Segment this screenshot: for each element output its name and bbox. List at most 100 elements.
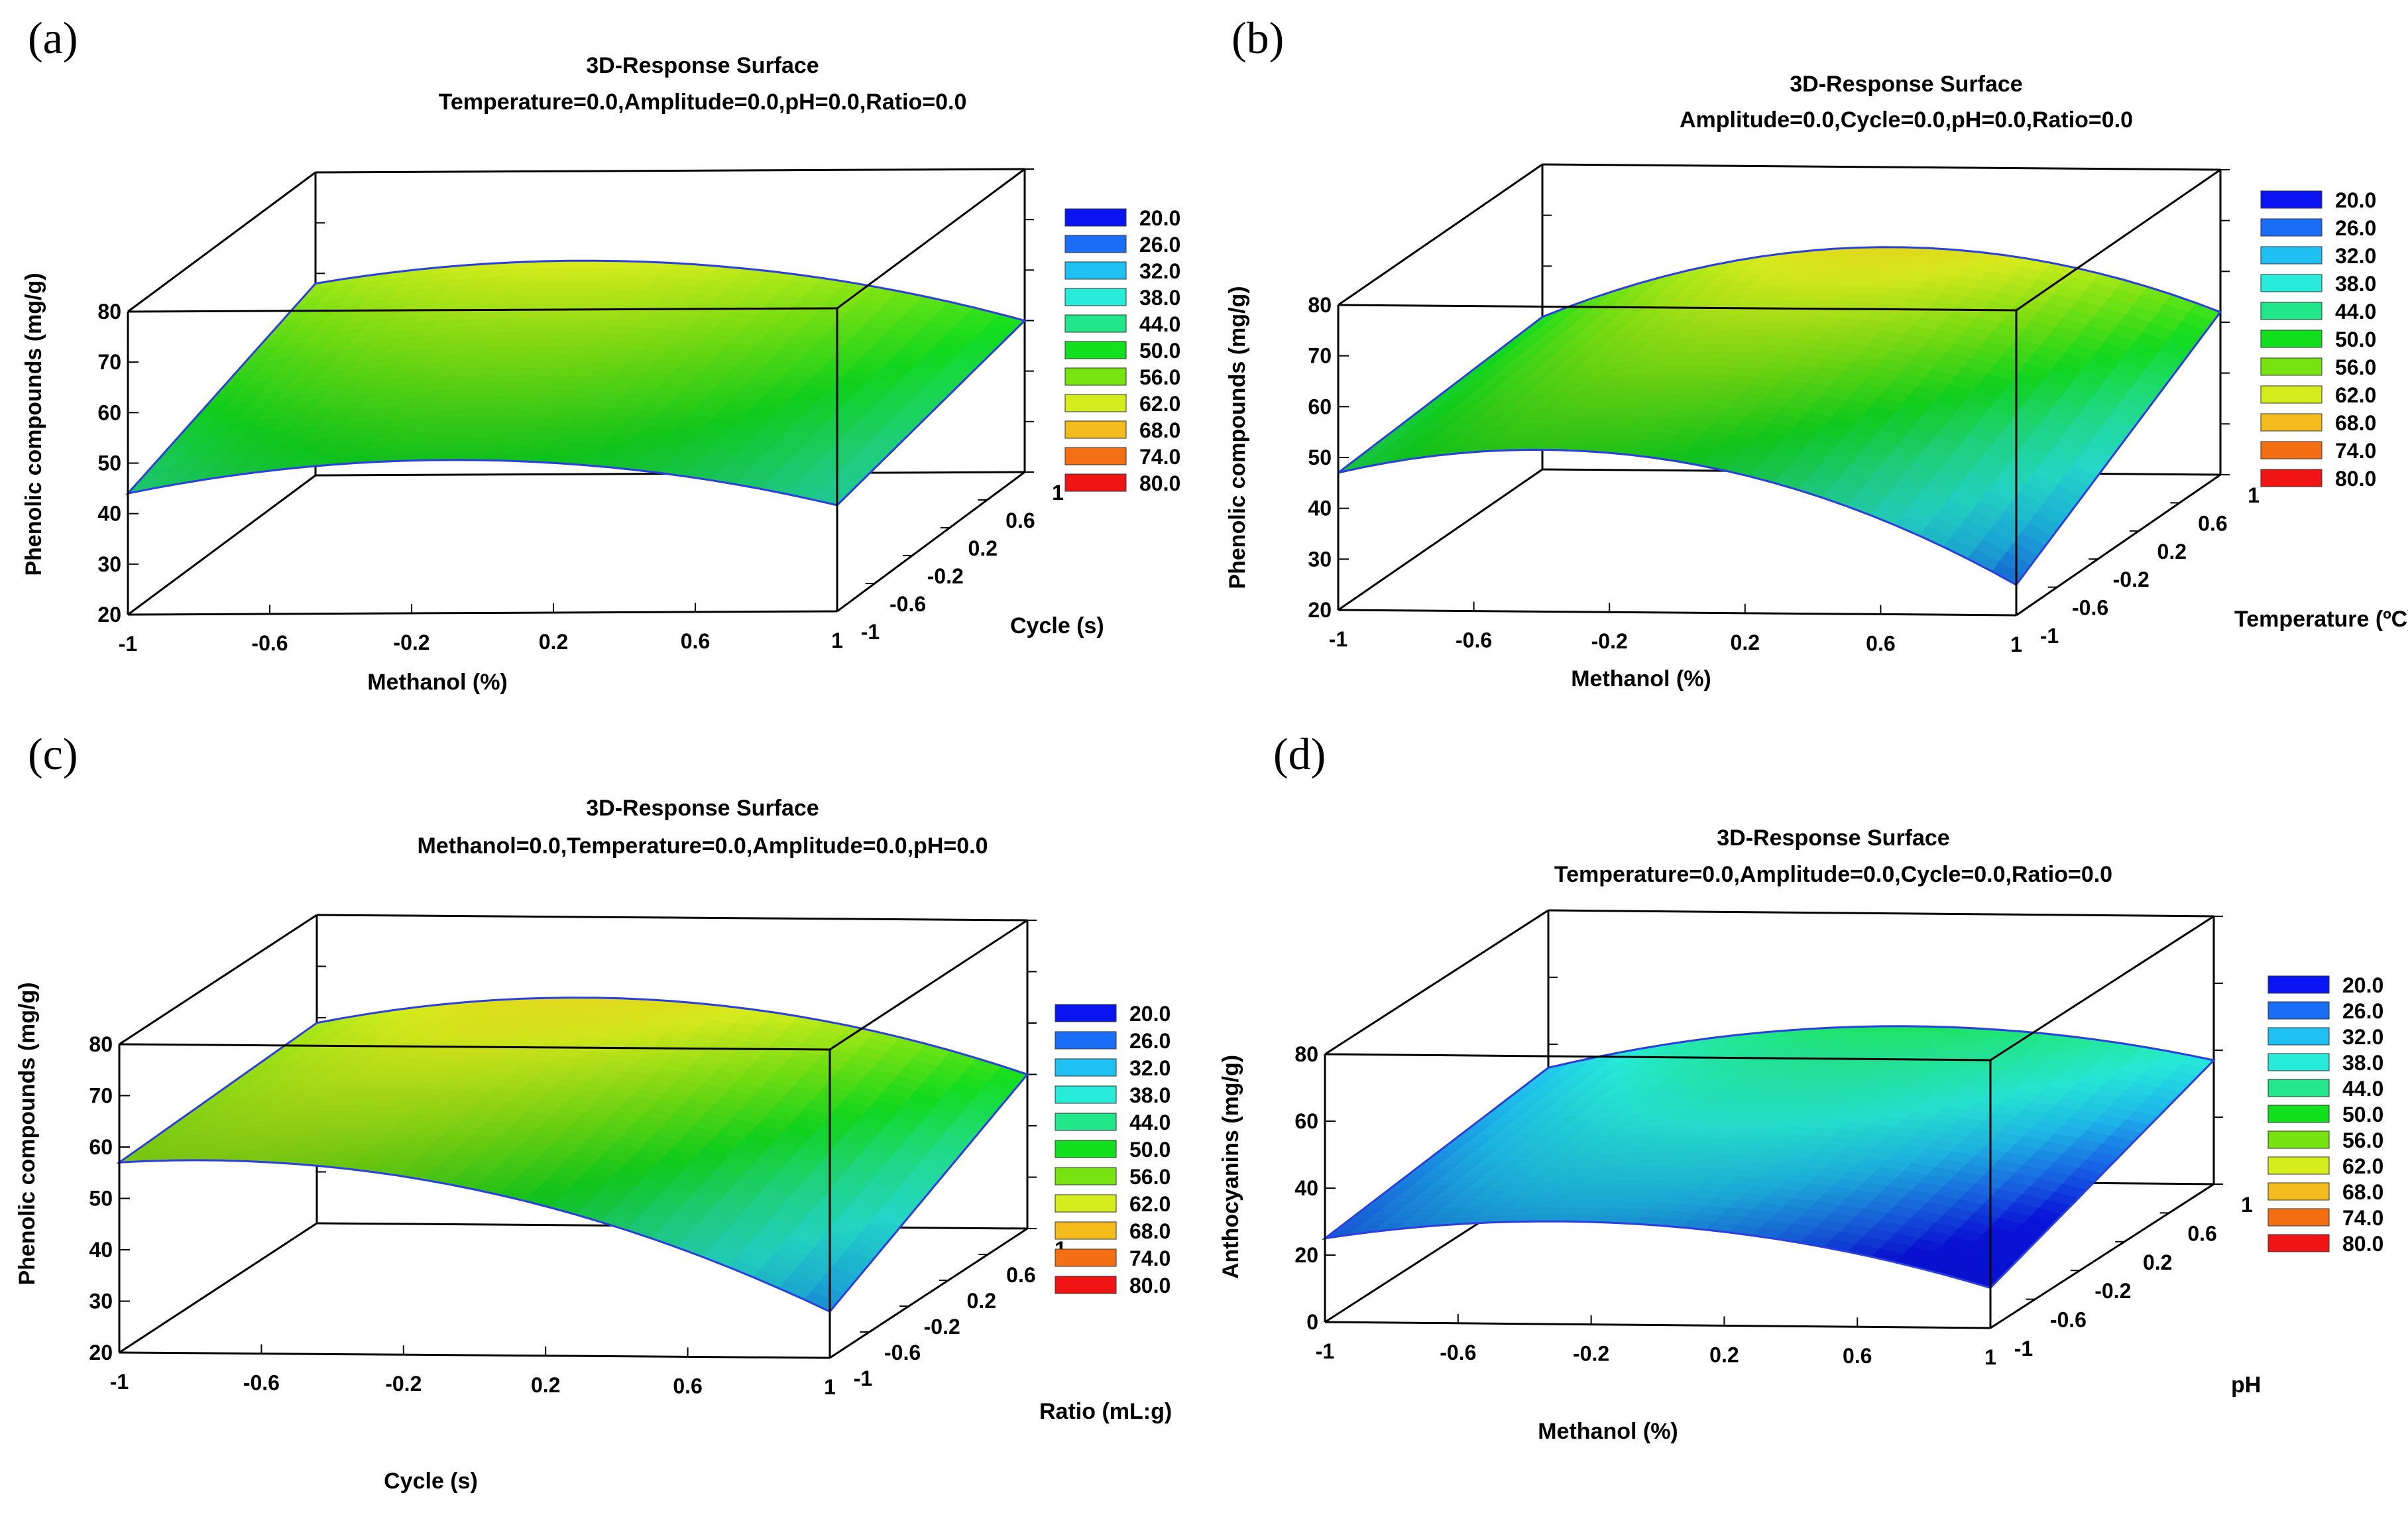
chart-c-legend-swatch	[1055, 1167, 1117, 1185]
chart-a-legend-label: 20.0	[1139, 206, 1180, 230]
chart-a-legend-swatch	[1064, 341, 1127, 359]
chart-a-y-tick: 1	[1052, 481, 1064, 505]
chart-b-legend-label: 74.0	[2335, 439, 2376, 463]
chart-a-title: 3D-Response Surface	[586, 53, 819, 78]
chart-c-box-front-edge	[829, 1227, 1028, 1359]
chart-d-y-tick: 0.2	[2143, 1250, 2172, 1274]
chart-c-box-back-edge	[119, 1222, 317, 1354]
chart-d-y-tick: -0.6	[2050, 1308, 2087, 1332]
chart-b-z-tick: 50	[1308, 446, 1332, 469]
chart-c-x-tick: -1	[110, 1370, 129, 1394]
chart-c-legend: 20.0 26.0 32.0 38.0 44.0 50.0 56.0 62.0 68.0 74.0…	[1055, 1002, 1171, 1298]
chart-a-legend-swatch	[1064, 288, 1127, 306]
chart-a-z-tick: 60	[97, 400, 121, 424]
chart-b-box-front-edge	[2016, 168, 2221, 312]
chart-a-x-tick: -0.2	[393, 631, 430, 654]
chart-c-legend-swatch	[1055, 1276, 1117, 1294]
chart-a-surface-outline	[125, 259, 1027, 507]
chart-a-legend-swatch	[1064, 447, 1127, 465]
chart-c-svg: (c) 3D-Response Surface Methanol=0.0,Tempe…	[15, 729, 1172, 1494]
chart-d-z-tick: 20	[1294, 1243, 1318, 1267]
chart-b-box-front-edge	[1338, 609, 2017, 617]
chart-d-y-tick: -1	[2014, 1337, 2033, 1361]
chart-c-z-tick: 30	[89, 1290, 113, 1313]
chart-c-z-tick: 70	[89, 1084, 113, 1108]
chart-a-legend-label: 32.0	[1139, 259, 1180, 283]
chart-d-y-tick: 1	[2241, 1193, 2253, 1217]
chart-b-y-tick: 1	[2248, 483, 2260, 507]
chart-b-ylabel: Temperature (ºC)	[2234, 607, 2408, 632]
chart-b-box-front-edge	[1338, 304, 2017, 312]
chart-c-legend-swatch	[1055, 1058, 1117, 1077]
chart-c-y-tick: -1	[854, 1366, 872, 1390]
chart-d-svg: (d) 3D-Response Surface Temperature=0.0,Am…	[1218, 729, 2383, 1444]
chart-d-legend-swatch	[2267, 1156, 2330, 1175]
chart-a-box-back-edge	[127, 474, 316, 616]
chart-c-box-front-edge	[119, 1351, 831, 1359]
chart-d-box-back-edge	[1548, 909, 2214, 918]
chart-a-z-tick: 40	[97, 502, 121, 526]
chart-b-legend-label: 50.0	[2335, 328, 2376, 351]
chart-d-x-tick: 1	[1984, 1345, 1996, 1369]
chart-c-box-back-edge	[119, 914, 317, 1046]
chart-b-box-back-edge	[1542, 163, 2221, 171]
chart-b-y-tick: 0.6	[2198, 511, 2227, 535]
chart-a-z-tick: 80	[97, 300, 121, 324]
chart-d-legend-label: 38.0	[2342, 1051, 2383, 1075]
chart-b-z-tick: 20	[1308, 598, 1332, 622]
chart-c-box-front-edge	[829, 919, 1028, 1051]
chart-a-box-front-edge	[127, 307, 838, 313]
chart-d-legend-swatch	[2267, 1130, 2330, 1149]
chart-b-y-tick: -0.6	[2072, 596, 2108, 620]
chart-a-y-tick: 0.6	[1005, 509, 1035, 532]
chart-b-x-tick: -0.6	[1456, 629, 1492, 652]
chart-c-x-tick: 0.6	[673, 1374, 702, 1398]
chart-b-z-tick: 70	[1308, 344, 1332, 368]
chart-b-legend-label: 80.0	[2335, 467, 2376, 491]
chart-a-zlabel: Phenolic compounds (mg/g)	[21, 272, 46, 575]
chart-c-x-tick: -0.6	[243, 1371, 280, 1395]
chart-c-legend-swatch	[1055, 1140, 1117, 1158]
chart-c-ylabel: Ratio (mL:g)	[1039, 1399, 1172, 1424]
chart-d-legend-swatch	[2267, 1182, 2330, 1201]
chart-d-surface	[1323, 1026, 2215, 1289]
chart-b-x-tick: 1	[2010, 633, 2022, 656]
chart-d-z-tick: 40	[1294, 1176, 1318, 1200]
chart-a-legend-label: 62.0	[1139, 392, 1180, 416]
chart-b-z-tick: 30	[1308, 547, 1332, 571]
chart-d-z-tick: 60	[1294, 1109, 1318, 1133]
chart-c-legend-label: 32.0	[1129, 1056, 1171, 1080]
chart-c-y-tick: -0.2	[924, 1315, 960, 1339]
chart-d-x-tick: -0.2	[1573, 1342, 1609, 1366]
chart-a-legend-swatch	[1064, 473, 1127, 492]
chart-b-legend-label: 62.0	[2335, 383, 2376, 407]
chart-b-box-back-edge	[1338, 468, 1543, 611]
chart-c-legend-swatch	[1055, 1031, 1117, 1050]
chart-b-box-back-edge	[1338, 163, 1543, 306]
chart-d-x-tick: 0.2	[1709, 1343, 1739, 1366]
chart-d-y-tick: 0.6	[2187, 1221, 2216, 1245]
chart-a-subtitle: Temperature=0.0,Amplitude=0.0,pH=0.0,Rat…	[439, 90, 967, 115]
chart-b-subtitle: Amplitude=0.0,Cycle=0.0,pH=0.0,Ratio=0.0	[1680, 107, 2133, 133]
chart-b-legend-label: 68.0	[2335, 411, 2376, 435]
chart-c-x-tick: 1	[824, 1375, 836, 1399]
chart-a-xlabel: Methanol (%)	[367, 670, 508, 695]
chart-b-legend-label: 32.0	[2335, 244, 2376, 268]
chart-b-xlabel: Methanol (%)	[1571, 666, 1711, 692]
chart-d-legend-label: 62.0	[2342, 1154, 2383, 1178]
chart-d-ylabel: pH	[2231, 1372, 2261, 1398]
chart-c-y-tick: -0.6	[884, 1341, 921, 1364]
chart-c-surface-outline	[115, 997, 1029, 1313]
chart-a-z-tick: 20	[97, 603, 121, 627]
chart-b-y-tick: 0.2	[2157, 540, 2187, 564]
chart-d-legend-swatch	[2267, 1001, 2330, 1020]
chart-a-x-tick: 0.6	[681, 629, 710, 653]
chart-c-legend-label: 20.0	[1129, 1002, 1171, 1026]
chart-c-legend-label: 68.0	[1129, 1219, 1171, 1243]
chart-a-legend-label: 38.0	[1139, 286, 1180, 310]
chart-c-legend-label: 50.0	[1129, 1138, 1171, 1162]
chart-a-x-tick: 1	[831, 629, 843, 652]
panel-c: (c) 3D-Response Surface Methanol=0.0,Tempe…	[0, 729, 1204, 1513]
chart-d-legend-swatch	[2267, 975, 2330, 994]
chart-d-legend-swatch	[2267, 1234, 2330, 1252]
